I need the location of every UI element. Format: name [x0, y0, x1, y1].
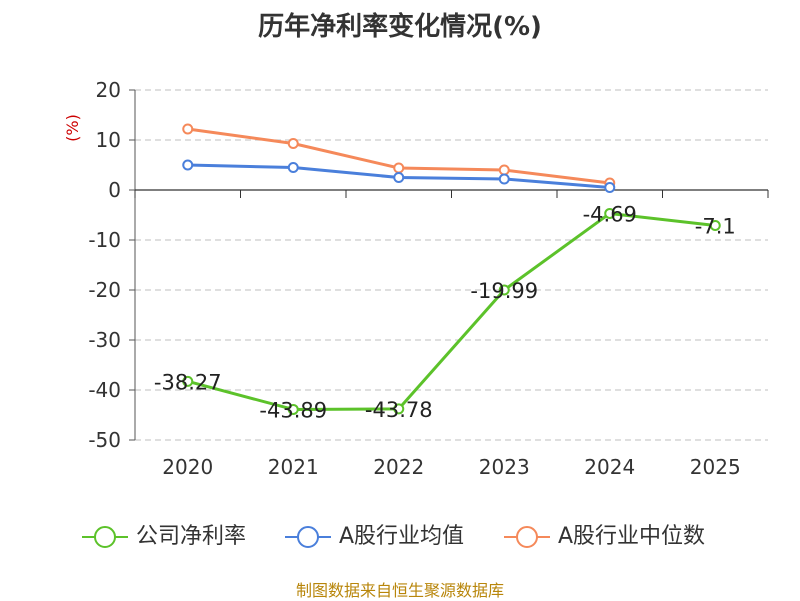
data-point-2 — [287, 138, 299, 149]
y-tick-label: -30 — [88, 328, 121, 352]
data-point-2 — [393, 162, 405, 174]
data-point-0 — [393, 403, 405, 415]
y-tick-label: 20 — [96, 78, 121, 102]
data-label: -19.99 — [470, 279, 538, 303]
y-tick-label: -40 — [88, 378, 121, 402]
legend-marker-company — [82, 526, 128, 548]
chart-title: 历年净利率变化情况(%) — [258, 12, 542, 42]
legend-marker-industry-median — [504, 526, 550, 548]
data-label: -38.27 — [154, 370, 222, 394]
legend-label-company: 公司净利率 — [136, 524, 247, 549]
data-point-0 — [498, 284, 510, 296]
x-tick-label: 2021 — [268, 455, 319, 479]
y-tick-label: -10 — [88, 228, 121, 252]
x-tick-label: 2025 — [690, 455, 741, 479]
x-tick-label: 2024 — [584, 455, 635, 479]
data-point-0 — [182, 375, 194, 387]
legend-label-industry-mean: A股行业均值 — [339, 524, 465, 549]
data-point-2 — [498, 164, 510, 176]
data-point-1 — [393, 172, 405, 183]
series-line-0 — [187, 211, 716, 411]
x-tick-label: 2020 — [162, 455, 213, 479]
legend-label-industry-median: A股行业中位数 — [558, 524, 706, 549]
legend-item-industry-median[interactable]: A股行业中位数 — [502, 522, 705, 552]
data-label: -43.78 — [365, 398, 433, 422]
data-label: -7.1 — [695, 215, 736, 239]
data-label: -4.69 — [583, 202, 637, 226]
data-label: -43.89 — [259, 398, 327, 422]
data-point-0 — [287, 403, 299, 415]
data-point-1 — [182, 159, 194, 171]
data-point-0 — [709, 220, 721, 231]
y-tick-label: -20 — [88, 278, 121, 302]
data-point-0 — [604, 207, 616, 219]
data-point-1 — [498, 173, 510, 185]
data-point-2 — [182, 123, 194, 135]
y-axis-label: (%) — [63, 114, 82, 142]
data-point-1 — [604, 182, 616, 193]
y-tick-label: 0 — [108, 178, 121, 202]
data-source-note: 制图数据来自恒生聚源数据库 — [295, 581, 504, 600]
y-tick-label: 10 — [96, 128, 121, 152]
legend-item-company[interactable]: 公司净利率 — [80, 522, 246, 552]
x-tick-label: 2023 — [479, 455, 530, 479]
y-tick-label: -50 — [88, 428, 121, 452]
data-point-1 — [287, 162, 299, 173]
legend-marker-industry-mean — [285, 526, 331, 548]
legend-item-industry-mean[interactable]: A股行业均值 — [283, 522, 464, 552]
x-tick-label: 2022 — [373, 455, 424, 479]
